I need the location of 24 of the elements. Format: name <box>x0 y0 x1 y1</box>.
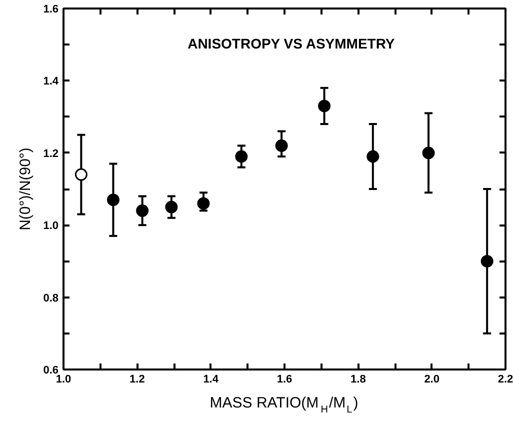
point <box>136 204 149 217</box>
y-tick-label: 1.0 <box>43 220 59 232</box>
y-tick-label: 0.8 <box>43 292 59 304</box>
x-tick-label: 2.0 <box>424 374 440 386</box>
point <box>74 168 88 181</box>
point <box>318 100 331 112</box>
y-tick-label: 1.6 <box>43 4 59 16</box>
x-tick-label: 1.2 <box>130 374 145 386</box>
point <box>235 150 248 163</box>
x-tick-label: 1.6 <box>276 374 292 386</box>
y-axis-title: N(0°)/N(90°) <box>17 148 34 230</box>
y-tick-label: 1.4 <box>43 76 60 88</box>
point <box>366 150 380 163</box>
x-tick-label: 1.8 <box>350 374 366 386</box>
point <box>165 200 178 214</box>
point <box>480 254 494 268</box>
x-tick-label: 1.4 <box>203 374 220 386</box>
point <box>106 194 120 206</box>
point <box>275 139 288 152</box>
text: ANISOTROPY VS ASYMMETRY <box>188 36 396 52</box>
y-tick-label: 1.2 <box>43 148 59 160</box>
x-tick-label: 2.2 <box>498 374 513 386</box>
point <box>422 146 435 160</box>
x-tick-label: 1.0 <box>56 374 72 386</box>
